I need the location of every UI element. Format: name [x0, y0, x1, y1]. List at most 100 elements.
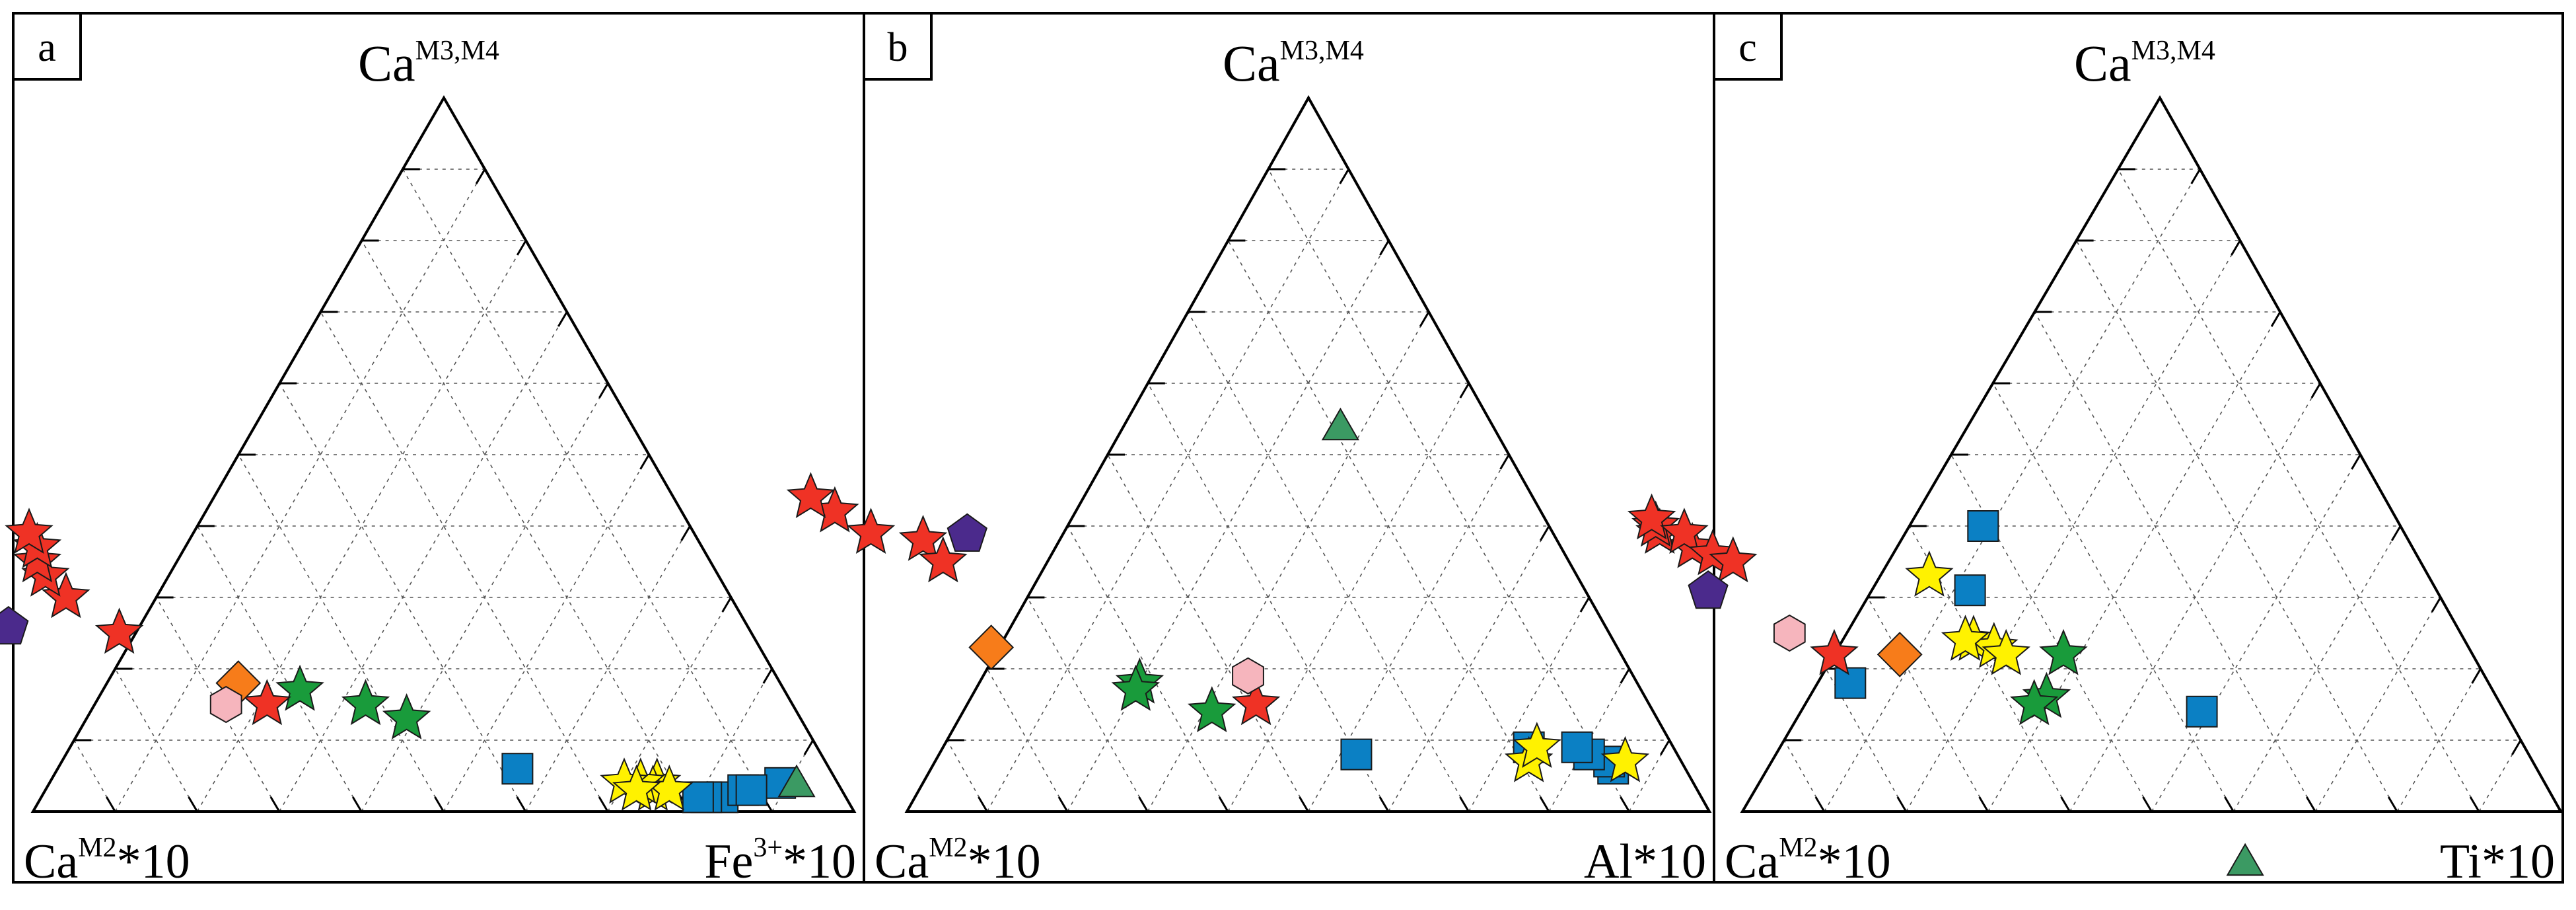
data-point-yellow-star: [1905, 550, 1954, 597]
grid-line: [73, 739, 116, 812]
data-point-pink-hexagon: [1232, 657, 1264, 695]
grid-line: [2118, 169, 2480, 812]
axis-tick: [680, 525, 691, 541]
grid-line: [986, 668, 1068, 812]
data-point-green-star: [1188, 686, 1236, 733]
axis-tick: [1419, 311, 1430, 327]
grid-line: [947, 739, 988, 812]
axis-tick: [1459, 796, 1470, 812]
axis-tick: [1339, 169, 1349, 184]
grid-line: [279, 311, 567, 812]
right-corner-label: Al*10: [1584, 835, 1706, 889]
data-point-blue-square: [1967, 510, 1999, 542]
grid-line: [320, 311, 608, 812]
figure-border: [12, 12, 2564, 884]
grid-line: [402, 169, 773, 812]
data-point-red-star: [919, 536, 968, 583]
axis-tick: [2060, 796, 2071, 812]
data-point-blue-square: [2186, 695, 2218, 728]
axis-tick: [1896, 796, 1908, 812]
axis-tick: [639, 454, 650, 470]
grid-line: [1026, 597, 1149, 812]
right-corner-label: Ti*10: [2440, 835, 2555, 889]
ternary-panel-a: a CaM3,M4 CaM2*10 Fe3+*10: [0, 12, 857, 889]
data-point-green-triangle: [2226, 843, 2264, 876]
data-point-pink-hexagon: [1773, 614, 1806, 652]
grid-line: [689, 668, 773, 812]
axis-tick: [1620, 668, 1630, 684]
axis-tick: [1138, 796, 1149, 812]
grid-line: [2314, 597, 2441, 812]
axis-tick: [803, 739, 814, 755]
data-point-blue-square: [1340, 738, 1373, 771]
data-point-green-star: [2010, 679, 2059, 726]
grid-line: [2034, 311, 2316, 812]
axis-tick: [1814, 796, 1826, 812]
data-point-purple-pentagon: [947, 513, 987, 552]
left-corner-label: CaM2*10: [24, 833, 190, 889]
axis-tick: [106, 796, 116, 812]
axis-tick: [762, 668, 773, 684]
axis-tick: [2351, 454, 2361, 470]
grid-line: [2396, 668, 2482, 812]
grid-line: [114, 169, 485, 812]
axis-tick: [2142, 796, 2153, 812]
panel-label: c: [1738, 25, 1757, 70]
axis-tick: [1499, 454, 1510, 470]
grid-line: [1307, 454, 1510, 812]
panel-label-box: [863, 12, 933, 81]
axis-tick: [1660, 739, 1670, 755]
data-point-blue-square: [682, 781, 714, 814]
data-point-red-star: [5, 508, 54, 554]
grid-line: [1147, 311, 1429, 812]
axis-tick: [1620, 796, 1630, 812]
axis-tick: [598, 796, 609, 812]
ternary-panel-b: b CaM3,M4 CaM2*10 Al*10: [786, 12, 1712, 889]
grid-line: [1268, 169, 1630, 812]
axis-tick: [1539, 525, 1550, 541]
axis-tick: [2231, 240, 2241, 256]
grid-line: [155, 597, 280, 812]
data-point-red-star: [1231, 679, 1281, 726]
data-point-red-star: [786, 472, 836, 519]
data-point-green-star: [341, 679, 390, 726]
data-point-red-star: [94, 607, 144, 654]
grid-line: [1187, 311, 1470, 812]
grid-line: [1867, 597, 1989, 812]
grid-line: [1987, 311, 2281, 812]
data-point-purple-pentagon: [1688, 570, 1729, 609]
axis-tick: [1057, 796, 1069, 812]
data-point-yellow-star: [612, 764, 661, 811]
panel-label: b: [888, 25, 908, 70]
data-point-purple-pentagon: [0, 605, 29, 645]
grid-line: [2151, 454, 2361, 812]
data-point-red-star: [1660, 508, 1709, 554]
panel-label: a: [38, 25, 56, 70]
data-point-red-star: [1810, 628, 1859, 675]
top-apex-label: CaM3,M4: [358, 34, 499, 92]
data-point-blue-square: [735, 774, 768, 806]
axis-tick: [516, 796, 527, 812]
axis-tick: [1579, 597, 1591, 613]
grid-line: [1107, 454, 1309, 812]
top-apex-label: CaM3,M4: [2074, 34, 2215, 92]
axis-tick: [721, 597, 732, 613]
axis-tick: [2390, 525, 2402, 541]
grid-line: [443, 454, 650, 812]
panel-label-box: [1713, 12, 1783, 81]
axis-tick: [1218, 796, 1229, 812]
grid-line: [1824, 169, 2201, 812]
axis-tick: [475, 169, 486, 184]
data-point-green-star: [2039, 628, 2088, 675]
axis-tick: [2431, 597, 2442, 613]
top-apex-label: CaM3,M4: [1223, 34, 1364, 92]
data-point-red-star: [846, 508, 896, 554]
axis-tick: [516, 240, 527, 256]
grid-line: [1783, 739, 1825, 812]
axis-tick: [1539, 796, 1550, 812]
data-point-green-triangle: [1321, 407, 1359, 441]
axis-tick: [2471, 668, 2482, 684]
data-point-pink-hexagon: [209, 685, 242, 724]
axis-tick: [557, 311, 568, 327]
grid-line: [1992, 383, 2235, 812]
